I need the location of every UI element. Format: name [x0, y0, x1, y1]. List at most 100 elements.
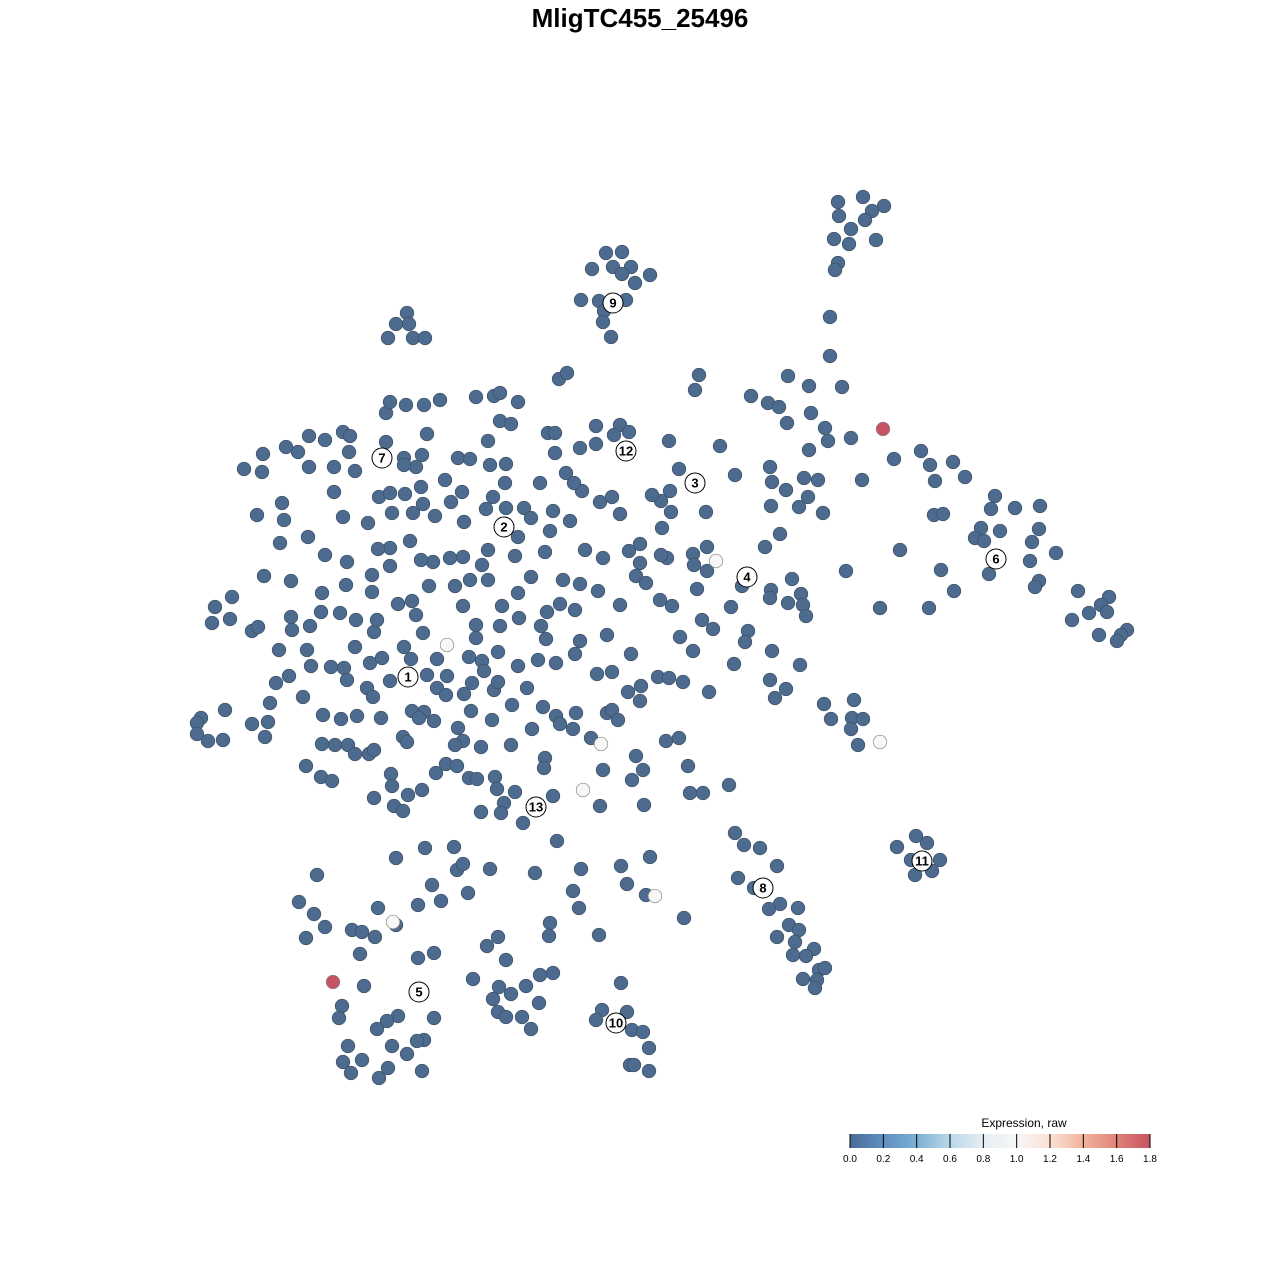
data-point: [462, 451, 478, 467]
data-point: [595, 550, 611, 566]
data-point: [932, 852, 948, 868]
data-point: [317, 547, 333, 563]
data-point: [413, 479, 429, 495]
data-point: [207, 599, 223, 615]
data-point: [838, 563, 854, 579]
data-point: [641, 1040, 657, 1056]
data-point: [810, 472, 826, 488]
data-point: [558, 465, 574, 481]
data-point: [1032, 498, 1048, 514]
data-point: [366, 790, 382, 806]
data-point: [523, 510, 539, 526]
cluster-label: 7: [378, 451, 385, 466]
data-point: [723, 599, 739, 615]
data-point: [473, 739, 489, 755]
data-point: [382, 673, 398, 689]
data-point: [571, 900, 587, 916]
data-point: [850, 737, 866, 753]
data-point: [638, 575, 654, 591]
data-point: [843, 221, 859, 237]
data-point: [354, 924, 370, 940]
data-point: [699, 563, 715, 579]
data-point: [642, 849, 658, 865]
data-point: [545, 965, 561, 981]
data-point: [340, 1038, 356, 1054]
data-point: [817, 960, 833, 976]
data-point: [552, 716, 568, 732]
data-point: [588, 1012, 604, 1028]
colorbar-tick-label: 1.8: [1143, 1154, 1157, 1165]
cluster-label-badge: [493, 516, 515, 538]
data-point: [533, 618, 549, 634]
data-point: [189, 726, 205, 742]
data-point: [427, 508, 443, 524]
cluster-label: 5: [415, 985, 422, 1000]
data-point: [490, 929, 506, 945]
data-point: [592, 798, 608, 814]
data-point: [428, 765, 444, 781]
data-point: [409, 1033, 425, 1049]
data-point: [366, 742, 382, 758]
data-point: [922, 457, 938, 473]
data-point: [421, 578, 437, 594]
data-point: [699, 539, 715, 555]
data-point: [876, 198, 892, 214]
data-point: [545, 788, 561, 804]
data-point: [792, 657, 808, 673]
data-point: [854, 472, 870, 488]
data-point: [987, 488, 1003, 504]
colorbar-gradient: [850, 1134, 1150, 1148]
data-point: [429, 651, 445, 667]
data-point: [592, 494, 608, 510]
data-point: [685, 643, 701, 659]
data-point: [484, 712, 500, 728]
data-point: [827, 262, 843, 278]
data-point: [295, 689, 311, 705]
data-point: [635, 1024, 651, 1040]
colorbar-tick-label: 1.2: [1043, 1154, 1057, 1165]
data-point: [364, 584, 380, 600]
cluster-label-badge: [911, 850, 933, 872]
data-point: [482, 457, 498, 473]
data-point: [268, 675, 284, 691]
data-point: [621, 543, 637, 559]
points-layer: [189, 189, 1135, 1086]
data-point: [519, 680, 535, 696]
data-point: [566, 475, 582, 491]
data-point: [414, 447, 430, 463]
data-point: [820, 433, 836, 449]
data-point: [349, 708, 365, 724]
data-point: [331, 1010, 347, 1026]
data-point: [347, 746, 363, 762]
data-point: [498, 952, 514, 968]
data-point: [461, 649, 477, 665]
data-point: [339, 672, 355, 688]
data-point: [327, 737, 343, 753]
data-point: [283, 573, 299, 589]
data-point: [798, 948, 814, 964]
data-point: [976, 533, 992, 549]
data-point: [410, 897, 426, 913]
data-point: [254, 464, 270, 480]
data-point: [535, 699, 551, 715]
data-point: [347, 463, 363, 479]
data-point: [343, 1065, 359, 1081]
colorbar-tick-label: 0.0: [843, 1154, 857, 1165]
data-point: [384, 505, 400, 521]
data-point: [503, 986, 519, 1002]
data-point: [658, 733, 674, 749]
data-point: [801, 442, 817, 458]
data-point: [366, 624, 382, 640]
data-point: [503, 737, 519, 753]
colorbar-title: Expression, raw: [981, 1116, 1067, 1130]
data-point: [382, 394, 398, 410]
data-point: [831, 208, 847, 224]
data-point: [610, 712, 626, 728]
data-point: [342, 428, 358, 444]
data-point: [632, 693, 648, 709]
data-point: [573, 292, 589, 308]
data-point: [1048, 545, 1064, 561]
data-point: [1070, 583, 1086, 599]
data-point: [727, 825, 743, 841]
